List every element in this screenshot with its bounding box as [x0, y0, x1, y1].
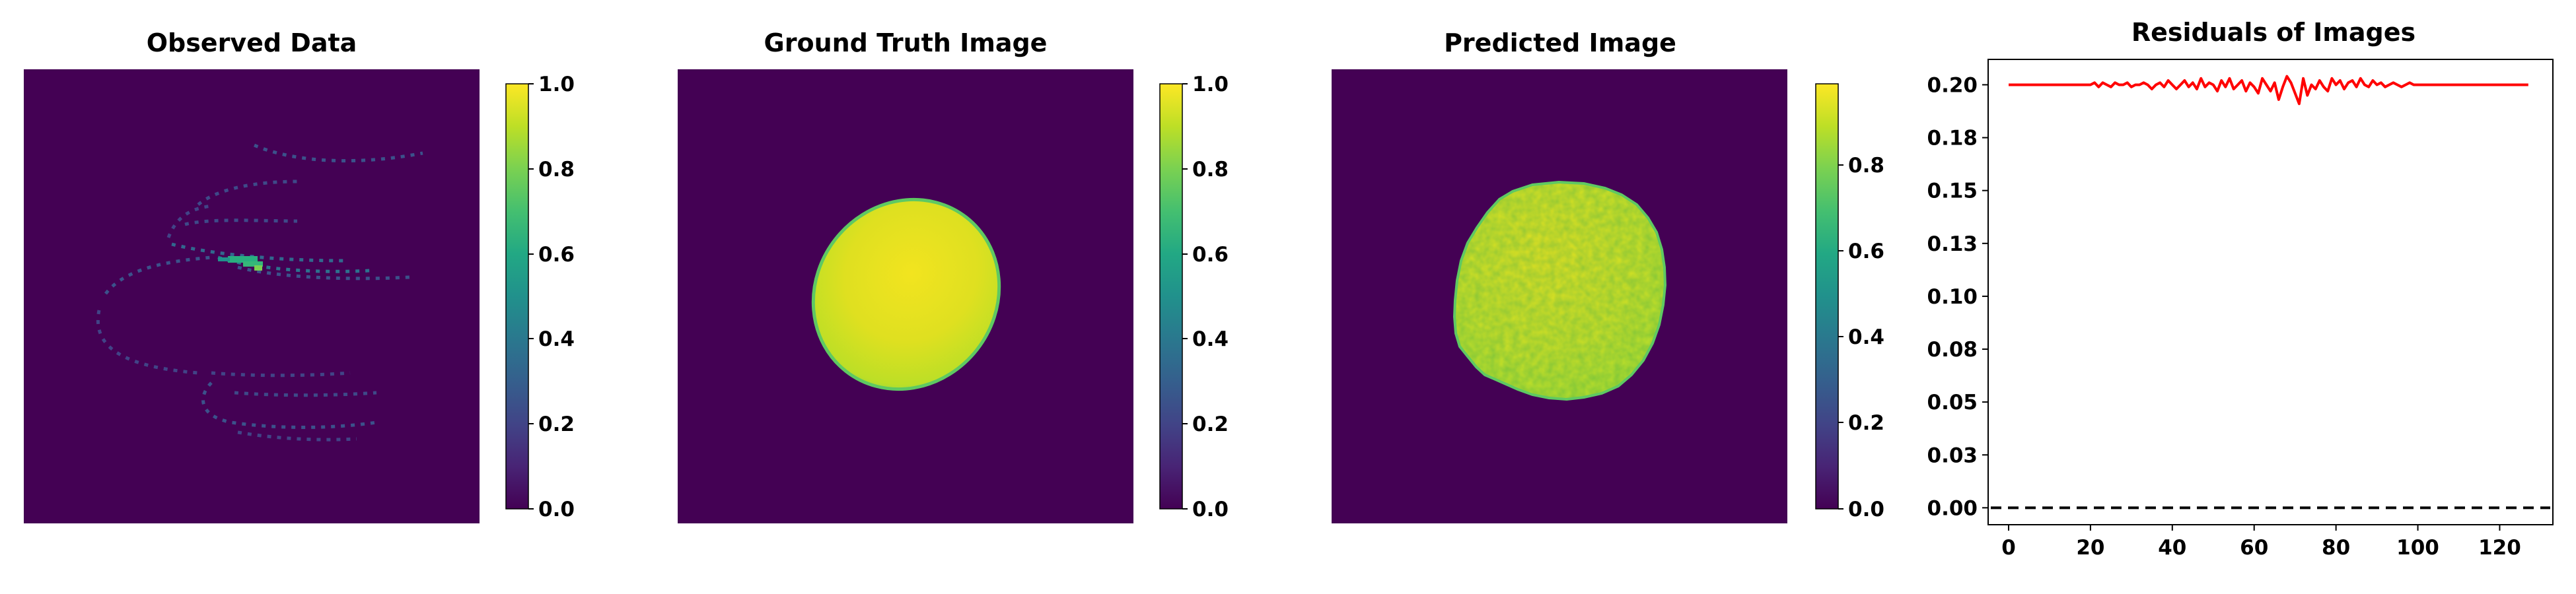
predicted-blob-edge: [1452, 180, 1667, 401]
x-tick-label: 20: [2076, 536, 2104, 560]
panel-residuals: Residuals of Images 0.00 0.03 0.05 0.08 0.10…: [1927, 18, 2554, 560]
x-tick-label: 0: [2001, 536, 2016, 560]
cbar-obs-tick-0: 0.0: [538, 498, 575, 521]
colorbar-ground-truth-ticks: 0.0 0.2 0.4 0.6 0.8 1.0: [1182, 73, 1229, 521]
x-tick-label: 40: [2158, 536, 2186, 560]
cbar-gt-tick-3: 0.6: [1192, 243, 1229, 267]
x-tick-label: 80: [2322, 536, 2350, 560]
ground-truth-ellipse: [811, 197, 1001, 391]
cbar-obs-tick-1: 0.2: [538, 412, 575, 436]
cbar-pred-tick-2: 0.4: [1848, 325, 1884, 349]
cbar-obs-tick-2: 0.4: [538, 327, 575, 351]
title-observed: Observed Data: [147, 28, 357, 57]
cbar-gt-tick-5: 1.0: [1192, 73, 1229, 96]
title-ground-truth: Ground Truth Image: [764, 28, 1048, 57]
cbar-gt-tick-1: 0.2: [1192, 412, 1229, 436]
cbar-pred-tick-4: 0.8: [1848, 154, 1884, 178]
cbar-pred-tick-0: 0.0: [1848, 498, 1884, 521]
panel-ground-truth: Ground Truth Image 0.0 0.2 0.4 0.6 0.8 1…: [678, 28, 1229, 523]
cbar-gt-tick-2: 0.4: [1192, 327, 1229, 351]
x-tick-label: 100: [2396, 536, 2439, 560]
plot-area-residuals: [1987, 59, 2554, 525]
cbar-obs-tick-3: 0.6: [538, 243, 575, 267]
title-predicted: Predicted Image: [1444, 28, 1676, 57]
y-tick-label: 0.13: [1927, 232, 1978, 256]
y-tick-label: 0.05: [1927, 391, 1978, 414]
cbar-obs-tick-5: 1.0: [538, 73, 575, 96]
colorbar-ground-truth: [1159, 83, 1183, 510]
y-tick-label: 0.00: [1927, 496, 1978, 520]
cbar-obs-tick-4: 0.8: [538, 158, 575, 182]
title-residuals: Residuals of Images: [2131, 18, 2415, 47]
predicted-blob: [1454, 182, 1665, 399]
y-tick-label: 0.08: [1927, 338, 1978, 362]
cbar-gt-tick-4: 0.8: [1192, 158, 1229, 182]
cbar-pred-tick-3: 0.6: [1848, 240, 1884, 263]
x-tick-label: 60: [2240, 536, 2268, 560]
y-tick-label: 0.18: [1927, 127, 1978, 150]
y-tick-label: 0.15: [1927, 180, 1978, 203]
y-tick-label: 0.03: [1927, 444, 1978, 467]
colorbar-predicted: [1815, 83, 1839, 510]
residuals-series-line: [2009, 75, 2528, 106]
residuals-x-axis: 0 20 40 60 80 100 120: [2001, 525, 2521, 560]
colorbar-observed: [505, 83, 529, 510]
colorbar-observed-ticks: 0.0 0.2 0.4 0.6 0.8 1.0: [528, 73, 575, 521]
x-tick-label: 120: [2478, 536, 2521, 560]
colorbar-predicted-ticks: 0.0 0.2 0.4 0.6 0.8: [1838, 154, 1884, 521]
y-tick-label: 0.20: [1927, 73, 1978, 97]
cbar-gt-tick-0: 0.0: [1192, 498, 1229, 521]
cbar-pred-tick-1: 0.2: [1848, 411, 1884, 435]
observed-hotspot: [218, 256, 263, 271]
panel-observed: Observed Data: [24, 28, 575, 523]
y-tick-label: 0.10: [1927, 285, 1978, 309]
image-observed: [24, 69, 480, 523]
panel-predicted: Predicted Image 0.0 0.2 0.4 0.6 0.8: [1332, 28, 1884, 523]
residuals-y-axis: 0.00 0.03 0.05 0.08 0.10 0.13 0.15 0.18 0.20: [1927, 73, 1988, 520]
